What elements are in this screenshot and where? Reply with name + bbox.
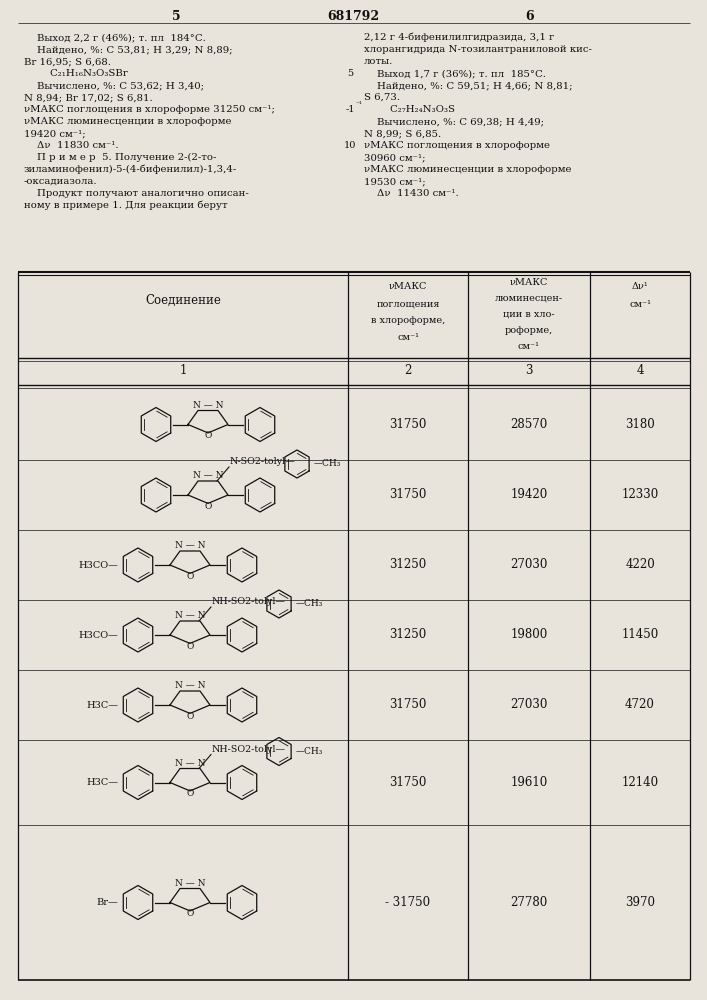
Text: ному в примере 1. Для реакции берут: ному в примере 1. Для реакции берут	[24, 201, 228, 211]
Text: в хлороформе,: в хлороформе,	[371, 316, 445, 325]
Text: 681792: 681792	[327, 10, 379, 23]
Text: 2,12 г 4-бифенилилгидразида, 3,1 г: 2,12 г 4-бифенилилгидразида, 3,1 г	[364, 33, 554, 42]
Text: 5: 5	[172, 10, 180, 23]
Text: 27030: 27030	[510, 558, 548, 572]
Text: O: O	[187, 712, 194, 721]
Text: νМАКС поглощения в хлороформе: νМАКС поглощения в хлороформе	[364, 141, 550, 150]
Text: люминесцен-: люминесцен-	[495, 294, 563, 303]
Text: NH-SO2-tolyl—: NH-SO2-tolyl—	[212, 597, 286, 606]
Text: O: O	[204, 502, 211, 511]
Text: Соединение: Соединение	[145, 294, 221, 306]
Text: 19420: 19420	[510, 488, 548, 502]
Text: П р и м е р  5. Получение 2-(2-то-: П р и м е р 5. Получение 2-(2-то-	[24, 153, 216, 162]
Text: 1: 1	[180, 363, 187, 376]
Text: Δν  11830 см⁻¹.: Δν 11830 см⁻¹.	[24, 141, 119, 150]
Text: S 6,73.: S 6,73.	[364, 93, 400, 102]
Text: ⁻¹: ⁻¹	[355, 101, 362, 109]
Text: 27030: 27030	[510, 698, 548, 712]
Text: O: O	[187, 789, 194, 798]
Text: - 31750: - 31750	[385, 896, 431, 909]
Text: H3C—: H3C—	[86, 700, 118, 710]
Text: 4220: 4220	[625, 558, 655, 572]
Text: 4720: 4720	[625, 698, 655, 712]
Text: N — N: N — N	[175, 542, 205, 550]
Text: 6: 6	[526, 10, 534, 23]
Text: νМАКС поглощения в хлороформе 31250 см⁻¹;: νМАКС поглощения в хлороформе 31250 см⁻¹…	[24, 105, 275, 114]
Text: 3970: 3970	[625, 896, 655, 909]
Text: Найдено, %: С 53,81; Н 3,29; N 8,89;: Найдено, %: С 53,81; Н 3,29; N 8,89;	[24, 45, 233, 54]
Text: 10: 10	[344, 141, 356, 150]
Text: —CH₃: —CH₃	[296, 747, 323, 756]
Text: роформе,: роформе,	[505, 326, 553, 335]
Text: 28570: 28570	[510, 418, 548, 431]
Text: N 8,94; Br 17,02; S 6,81.: N 8,94; Br 17,02; S 6,81.	[24, 93, 153, 102]
Text: —CH₃: —CH₃	[296, 599, 323, 608]
Text: -1: -1	[345, 105, 355, 114]
Text: N 8,99; S 6,85.: N 8,99; S 6,85.	[364, 129, 441, 138]
Text: N — N: N — N	[175, 682, 205, 690]
Text: лоты.: лоты.	[364, 57, 393, 66]
Text: Вычислено, %: С 53,62; Н 3,40;: Вычислено, %: С 53,62; Н 3,40;	[24, 81, 204, 90]
Text: 19530 см⁻¹;: 19530 см⁻¹;	[364, 177, 426, 186]
Text: H3C—: H3C—	[86, 778, 118, 787]
Text: 2: 2	[404, 363, 411, 376]
Text: 31250: 31250	[390, 558, 426, 572]
Text: 31750: 31750	[390, 698, 427, 712]
Text: см⁻¹: см⁻¹	[397, 333, 419, 342]
Text: 30960 см⁻¹;: 30960 см⁻¹;	[364, 153, 426, 162]
Text: см⁻¹: см⁻¹	[518, 342, 540, 351]
Text: NH-SO2-tolyl—: NH-SO2-tolyl—	[212, 744, 286, 754]
Text: 12140: 12140	[621, 776, 658, 789]
Text: поглощения: поглощения	[376, 299, 440, 308]
Text: N — N: N — N	[175, 879, 205, 888]
Text: 19610: 19610	[510, 776, 548, 789]
Text: νМАКС: νМАКС	[389, 282, 427, 291]
Text: νМАКС люминесценции в хлороформе: νМАКС люминесценции в хлороформе	[24, 117, 231, 126]
Text: N — N: N — N	[193, 472, 223, 481]
Text: Δν¹: Δν¹	[631, 282, 648, 291]
Text: N — N: N — N	[175, 611, 205, 620]
Text: C₂₇H₂₄N₃O₃S: C₂₇H₂₄N₃O₃S	[364, 105, 455, 114]
Text: H3CO—: H3CO—	[78, 560, 118, 570]
Text: Br 16,95; S 6,68.: Br 16,95; S 6,68.	[24, 57, 111, 66]
Text: 3180: 3180	[625, 418, 655, 431]
Text: Br—: Br—	[96, 898, 118, 907]
Text: Продукт получают аналогично описан-: Продукт получают аналогично описан-	[24, 189, 249, 198]
Text: 12330: 12330	[621, 488, 659, 502]
Text: хлорангидрида N-тозилантраниловой кис-: хлорангидрида N-тозилантраниловой кис-	[364, 45, 592, 54]
Text: Выход 2,2 г (46%); т. пл  184°С.: Выход 2,2 г (46%); т. пл 184°С.	[24, 33, 206, 42]
Text: -оксадиазола.: -оксадиазола.	[24, 177, 98, 186]
Text: 5: 5	[347, 69, 353, 78]
Text: N — N: N — N	[175, 759, 205, 768]
Text: O: O	[187, 642, 194, 651]
Text: 31250: 31250	[390, 629, 426, 642]
Text: νМАКС люминесценции в хлороформе: νМАКС люминесценции в хлороформе	[364, 165, 571, 174]
Text: O: O	[204, 431, 211, 440]
Text: 3: 3	[525, 363, 533, 376]
Text: —CH₃: —CH₃	[314, 460, 341, 468]
Text: 19420 см⁻¹;: 19420 см⁻¹;	[24, 129, 86, 138]
Text: O: O	[187, 572, 194, 581]
Text: 31750: 31750	[390, 776, 427, 789]
Text: O: O	[187, 909, 194, 918]
Text: Вычислено, %: С 69,38; Н 4,49;: Вычислено, %: С 69,38; Н 4,49;	[364, 117, 544, 126]
Text: Найдено, %: С 59,51; Н 4,66; N 8,81;: Найдено, %: С 59,51; Н 4,66; N 8,81;	[364, 81, 573, 90]
Text: H3CO—: H3CO—	[78, 631, 118, 640]
Text: 27780: 27780	[510, 896, 548, 909]
Text: Δν  11430 см⁻¹.: Δν 11430 см⁻¹.	[364, 189, 459, 198]
Text: νМАКС: νМАКС	[510, 278, 548, 287]
Text: 4: 4	[636, 363, 644, 376]
Text: ции в хло-: ции в хло-	[503, 310, 555, 319]
Text: Выход 1,7 г (36%); т. пл  185°С.: Выход 1,7 г (36%); т. пл 185°С.	[364, 69, 546, 78]
Text: 31750: 31750	[390, 488, 427, 502]
Text: N — N: N — N	[193, 401, 223, 410]
Text: 19800: 19800	[510, 629, 548, 642]
Text: N-SO2-tolyl—: N-SO2-tolyl—	[230, 457, 296, 466]
Text: 11450: 11450	[621, 629, 659, 642]
Text: C₂₁H₁₆N₃O₃SBr: C₂₁H₁₆N₃O₃SBr	[24, 69, 128, 78]
Text: зиламинофенил)-5-(4-бифенилил)-1,3,4-: зиламинофенил)-5-(4-бифенилил)-1,3,4-	[24, 165, 238, 174]
Text: 31750: 31750	[390, 418, 427, 431]
Text: см⁻¹: см⁻¹	[629, 300, 651, 309]
